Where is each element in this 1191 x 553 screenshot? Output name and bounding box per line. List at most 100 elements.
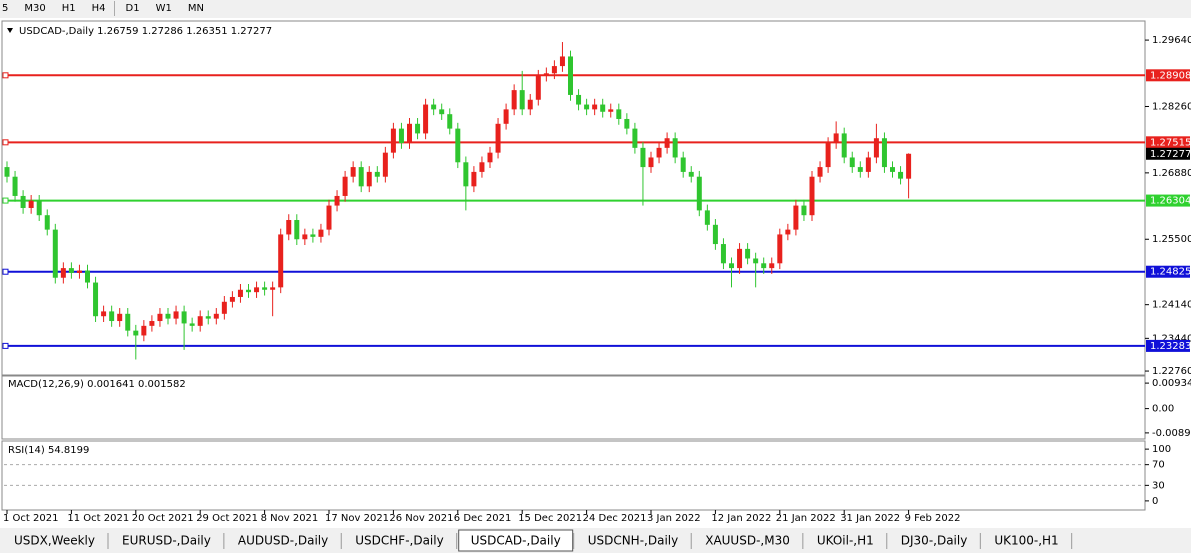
candle-body xyxy=(584,104,590,110)
candle-body xyxy=(890,167,895,172)
tab[interactable] xyxy=(110,530,223,551)
tab-label[interactable]: USDCNH-,Daily xyxy=(588,534,679,548)
candle-body xyxy=(149,321,155,326)
candle-body xyxy=(447,114,453,129)
x-tick-label: 20 Oct 2021 xyxy=(132,513,194,524)
x-tick-label: 12 Jan 2022 xyxy=(711,513,771,524)
y-tick-label: 30 xyxy=(1152,480,1165,491)
candle-body xyxy=(342,176,348,196)
candle-body xyxy=(415,123,421,134)
candle-body xyxy=(576,94,582,105)
candle-body xyxy=(334,195,340,206)
candle-body xyxy=(616,109,622,119)
candle-body xyxy=(60,268,66,278)
timeframe-button[interactable]: W1 xyxy=(156,3,172,14)
tab-label[interactable]: UKOil-,H1 xyxy=(817,534,874,548)
x-tick-label: 11 Oct 2021 xyxy=(67,513,129,524)
candle-body xyxy=(712,224,718,245)
timeframe-button[interactable]: H1 xyxy=(62,3,76,14)
candle-body xyxy=(801,205,807,216)
candle-body xyxy=(737,248,743,269)
level-marker xyxy=(2,72,9,79)
x-tick-label: 21 Jan 2022 xyxy=(776,513,836,524)
candle-body xyxy=(28,200,34,208)
y-tick-label: 0.00 xyxy=(1152,404,1174,415)
candle-body xyxy=(664,138,670,148)
candle-body xyxy=(93,282,99,317)
level-marker xyxy=(2,268,9,275)
tab-label[interactable]: UK100-,H1 xyxy=(994,534,1058,548)
candle-body xyxy=(495,123,501,153)
candle-body xyxy=(729,263,734,269)
candle-body xyxy=(12,176,18,196)
tab-label[interactable]: USDCAD-,Daily xyxy=(471,534,561,548)
tab-label[interactable]: AUDUSD-,Daily xyxy=(238,534,328,548)
price-tag-label: 1.28908 xyxy=(1150,70,1191,81)
tab[interactable] xyxy=(225,530,341,551)
tab[interactable] xyxy=(693,530,802,551)
candle-body xyxy=(624,118,630,129)
candle-body xyxy=(809,176,815,216)
x-tick-label: 17 Nov 2021 xyxy=(325,513,389,524)
candle-body xyxy=(205,316,211,319)
tab[interactable] xyxy=(982,530,1071,551)
tab-label[interactable]: EURUSD-,Daily xyxy=(122,534,211,548)
timeframe-button[interactable]: D1 xyxy=(126,3,140,14)
price-tag xyxy=(1146,194,1190,207)
tab-label[interactable]: USDCHF-,Daily xyxy=(355,534,443,548)
tab[interactable] xyxy=(458,529,574,552)
x-tick-label: 15 Dec 2021 xyxy=(518,513,582,524)
candle-body xyxy=(157,313,163,322)
timeframe-button[interactable]: 5 xyxy=(2,3,8,14)
candle-body xyxy=(20,195,26,208)
tab-label[interactable]: DJ30-,Daily xyxy=(901,534,968,548)
candle-body xyxy=(302,234,308,240)
y-tick-label: 1.24140 xyxy=(1152,300,1191,311)
chart-title: USDCAD-,Daily 1.26759 1.27286 1.26351 1.… xyxy=(19,26,272,37)
y-tick-label: 100 xyxy=(1152,444,1171,455)
tab-label[interactable]: XAUUSD-,M30 xyxy=(705,534,790,548)
timeframe-button[interactable]: H4 xyxy=(92,3,106,14)
candle-body xyxy=(366,171,372,187)
candle-body xyxy=(141,325,147,336)
candle-body xyxy=(898,171,904,179)
candle-body xyxy=(511,90,517,110)
tab[interactable] xyxy=(343,530,456,551)
x-tick-label: 31 Jan 2022 xyxy=(840,513,900,524)
x-tick-label: 26 Nov 2021 xyxy=(389,513,453,524)
candle-body xyxy=(189,323,195,326)
candle-body xyxy=(286,220,292,235)
candle-body xyxy=(237,289,243,297)
timeframe-button[interactable]: MN xyxy=(188,3,204,14)
candle-body xyxy=(648,157,654,168)
candle-body xyxy=(551,66,557,74)
timeframe-button[interactable]: M30 xyxy=(24,3,45,14)
tab[interactable] xyxy=(804,530,886,551)
candle-body xyxy=(753,258,759,264)
tab[interactable] xyxy=(888,530,980,551)
candle-body xyxy=(777,234,783,264)
tab-label[interactable]: USDX,Weekly xyxy=(14,534,95,548)
tab[interactable] xyxy=(575,530,691,551)
y-tick-label: 1.23440 xyxy=(1152,333,1191,344)
candle-body xyxy=(769,263,775,269)
candle-body xyxy=(374,171,380,177)
candle-body xyxy=(278,234,284,288)
candle-body xyxy=(559,56,565,67)
candle-body xyxy=(503,109,509,124)
candle-body xyxy=(688,171,694,177)
candle-body xyxy=(600,104,606,112)
candle-body xyxy=(906,153,912,179)
collapse-arrow xyxy=(7,28,13,33)
candle-body xyxy=(44,215,50,230)
x-tick-label: 6 Dec 2021 xyxy=(454,513,512,524)
x-tick-label: 1 Oct 2021 xyxy=(3,513,58,524)
candle-body xyxy=(4,167,10,177)
candle-body xyxy=(519,90,525,110)
tab[interactable] xyxy=(2,530,107,551)
candle-body xyxy=(543,73,549,76)
level-marker xyxy=(2,342,9,349)
candle-body xyxy=(76,270,82,273)
candle-body xyxy=(656,147,662,158)
